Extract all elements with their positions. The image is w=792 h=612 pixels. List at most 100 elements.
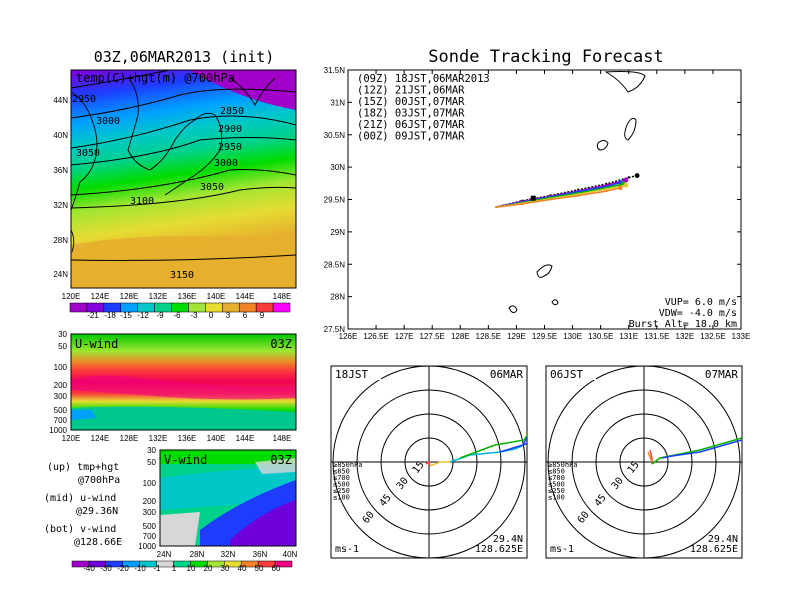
v-wind-label: V-wind <box>164 453 207 467</box>
hodo-legend-entry: ≥850hPa <box>333 461 363 469</box>
u-lon-ticks: 120E 124E 128E 132E 136E 140E 144E 148E <box>62 434 292 443</box>
lon-tick: 124E <box>91 292 110 301</box>
temp-lat-ticks: 44N 40N 36N 32N 28N 24N <box>53 96 68 279</box>
track-point <box>627 176 630 179</box>
lon-tick: 124E <box>91 434 110 443</box>
colorbar-label: -40 <box>83 564 95 573</box>
temp-contour-labels: 2950 3000 3050 2850 2900 2950 3000 3050 … <box>72 94 244 281</box>
colorbar-swatch <box>274 560 293 568</box>
p-tick: 1000 <box>49 426 67 435</box>
lon-tick: 140E <box>207 434 226 443</box>
hodo-legend-entry: ≤500 <box>548 481 565 489</box>
u-low-blue <box>71 410 96 420</box>
hodo-legend-entry: ≤700 <box>333 474 350 482</box>
p-tick: 50 <box>147 458 156 467</box>
legend-entry: (12Z) 21JST,06MAR <box>357 85 465 97</box>
x-tick-label: 126E <box>339 332 358 341</box>
note-line: (up) tmp+hgt <box>47 462 119 473</box>
p-tick: 30 <box>147 446 156 455</box>
init-title: 03Z,06MAR2013 (init) <box>94 48 275 66</box>
legend-entry: (09Z) 18JST,06MAR2013 <box>357 73 490 85</box>
x-tick-label: 130.5E <box>588 332 613 341</box>
legend-entry: (21Z) 06JST,07MAR <box>357 119 465 131</box>
warm-pool <box>71 236 296 288</box>
hodo-legend-entry: ≤850 <box>333 468 350 476</box>
p-tick: 200 <box>54 381 68 390</box>
v-wind-time: 03Z <box>270 453 292 467</box>
colorbar-swatch <box>238 302 257 313</box>
contour-label: 2850 <box>220 106 244 117</box>
x-tick-label: 131E <box>619 332 638 341</box>
u-wind-time: 03Z <box>270 337 292 351</box>
lat-tick: 40N <box>53 131 68 140</box>
track-point <box>520 202 524 206</box>
hodo-label-bg <box>548 368 596 380</box>
hodo-unit: ms-1 <box>335 544 359 555</box>
colorbar-label: -21 <box>87 311 99 320</box>
temp-map-frame <box>70 69 297 289</box>
contour-label: 2900 <box>218 124 242 135</box>
p-tick: 200 <box>143 497 157 506</box>
burst-point <box>623 182 629 188</box>
p-tick: 300 <box>143 508 157 517</box>
colorbar-swatch <box>255 302 274 313</box>
lat-tick: 36N <box>253 550 268 559</box>
hodo-trace <box>647 451 653 463</box>
hodo-legend-entry: ≤100 <box>333 494 350 502</box>
lon-tick: 128E <box>120 434 139 443</box>
v-purple-core <box>230 500 296 546</box>
x-tick-label: 132.5E <box>700 332 725 341</box>
x-tick-label: 132E <box>676 332 695 341</box>
wind-colorbar-labels: -40 -30 -20 -10 -1 1 10 20 30 40 50 60 <box>83 564 281 573</box>
param-vdw: VDW= -4.0 m/s <box>659 308 737 319</box>
track-point <box>576 194 580 197</box>
lon-tick: 120E <box>62 434 81 443</box>
lat-tick: 32N <box>221 550 236 559</box>
param-burst: Burst Alt= 18.0 km <box>629 319 737 330</box>
x-tick-label: 130E <box>563 332 582 341</box>
x-tick-label: 128E <box>451 332 470 341</box>
y-tick-label: 31.5N <box>324 66 346 75</box>
colorbar-label: 20 <box>204 564 213 573</box>
hodo-trace <box>459 434 527 459</box>
hodo-trace <box>499 436 527 453</box>
x-tick-label: 128.5E <box>476 332 501 341</box>
hodo-lon: 128.625E <box>690 544 738 555</box>
hodo-legend-entry: ≤100 <box>548 494 565 502</box>
lat-tick: 24N <box>157 550 172 559</box>
coastlines <box>71 77 276 253</box>
colorbar-label: -30 <box>100 564 112 573</box>
colorbar-label: 6 <box>243 311 248 320</box>
x-tick-label: 131.5E <box>644 332 669 341</box>
hodo-legend-entry: ≤850 <box>548 468 565 476</box>
lat-tick: 28N <box>190 550 205 559</box>
lat-tick: 28N <box>53 236 68 245</box>
hodo-trace <box>429 461 450 467</box>
temp-hgt-map: temp(C)+hgt(m) @700hPa 2950 3000 3050 28… <box>53 69 297 320</box>
note-line: @29.36N <box>76 506 118 517</box>
colorbar-swatch <box>272 302 291 313</box>
track-line <box>495 187 621 209</box>
note-line: (mid) u-wind <box>44 493 116 504</box>
hodo-label-bg <box>694 368 740 380</box>
lat-tick: 24N <box>53 270 68 279</box>
u-jet-core <box>71 375 296 400</box>
hodo-lat: 29.4N <box>493 534 523 545</box>
track-point <box>548 198 552 201</box>
hodo-label-bg <box>333 368 381 380</box>
track-point <box>605 187 608 191</box>
p-tick: 700 <box>54 416 68 425</box>
colorbar-label: 0 <box>209 311 214 320</box>
lon-tick: 144E <box>236 292 255 301</box>
v-wind-frame <box>159 449 297 547</box>
track-legend: (09Z) 18JST,06MAR2013(12Z) 21JST,06MAR(1… <box>357 73 490 143</box>
y-tick-label: 27.5N <box>324 325 346 334</box>
colorbar-label: -18 <box>104 311 116 320</box>
temp-colorbar-labels: -21 -18 -15 -12 -9 -6 -3 0 3 6 9 <box>87 311 265 320</box>
contour-label: 3050 <box>76 148 100 159</box>
hodo-legend-entry: ≥850hPa <box>548 461 578 469</box>
p-tick: 1000 <box>138 542 156 551</box>
hodo-trace <box>425 460 431 467</box>
island <box>596 140 609 151</box>
